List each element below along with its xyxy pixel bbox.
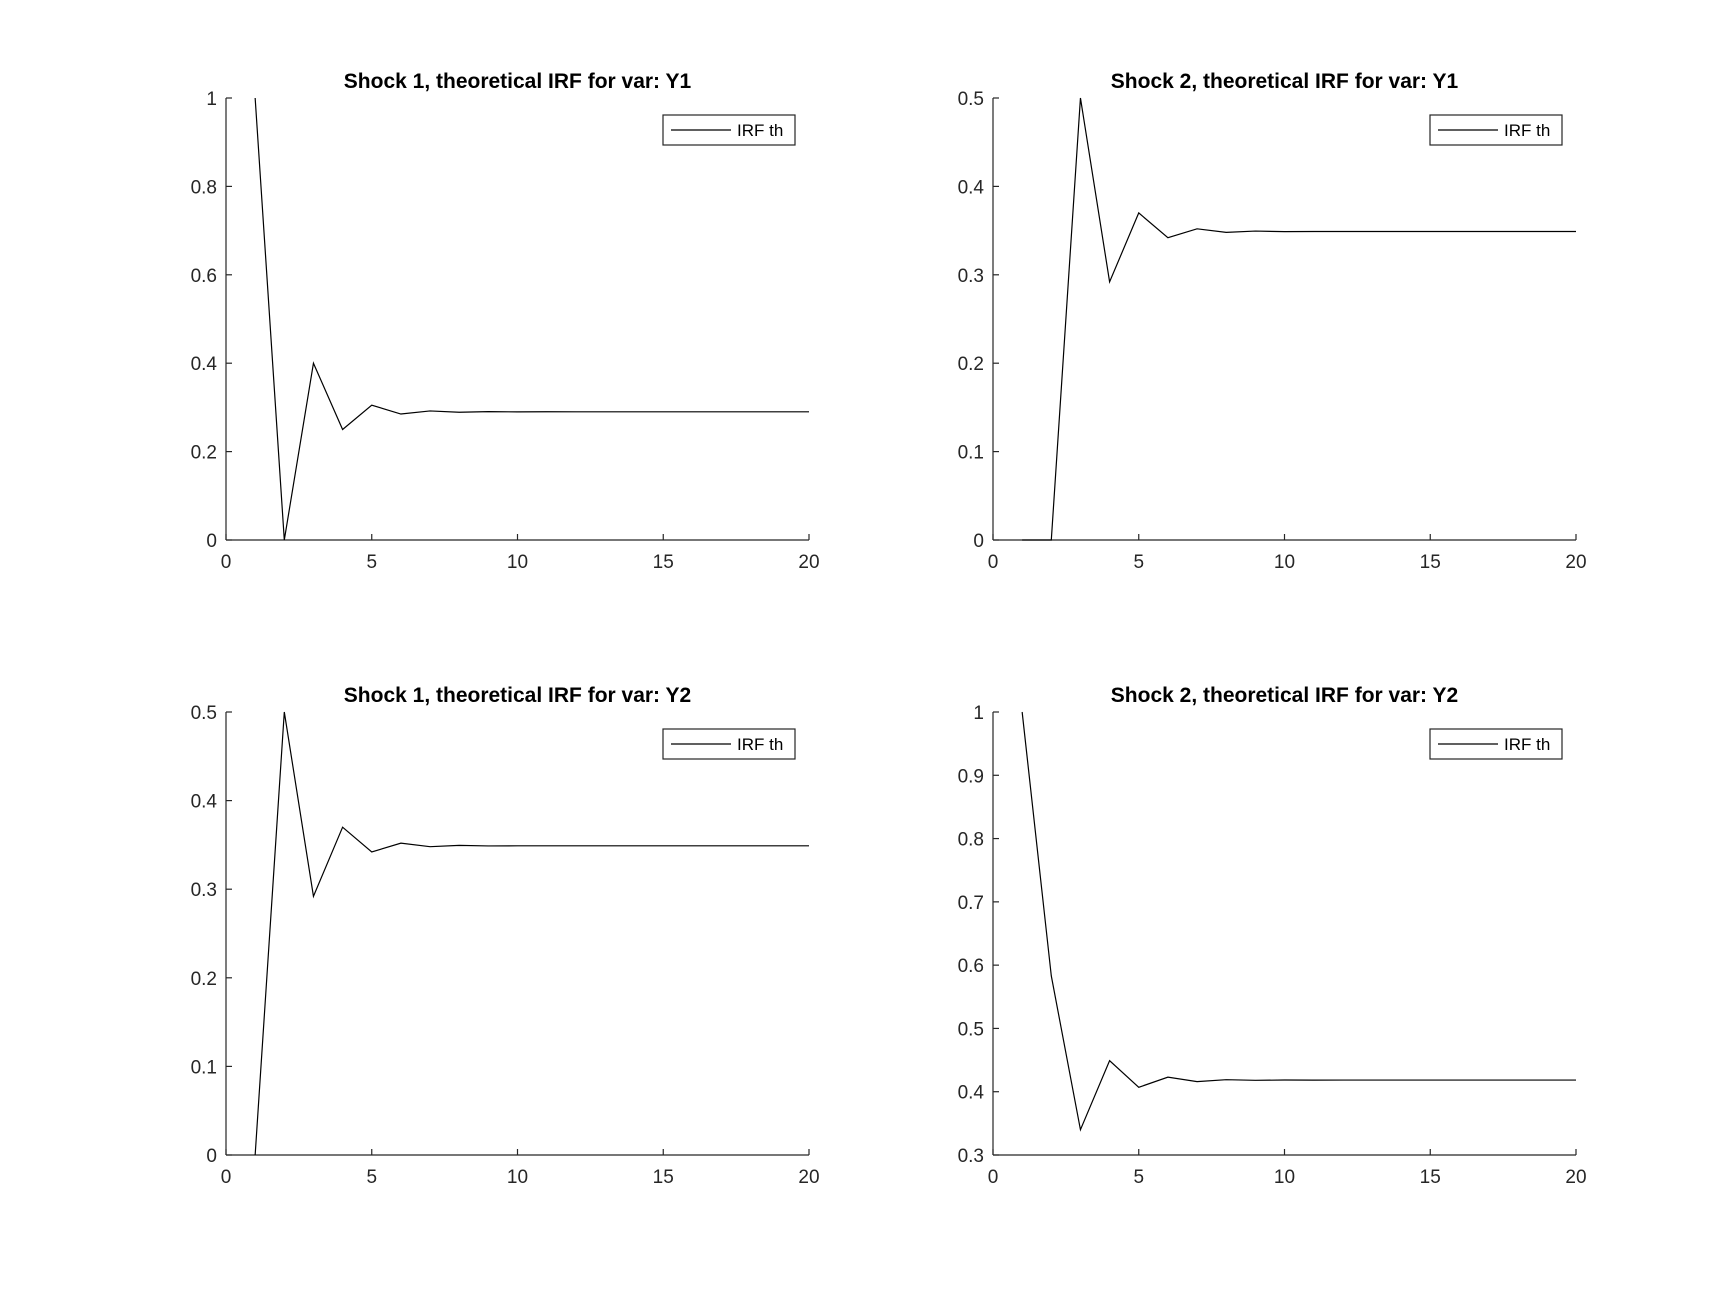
subplot-y2-shock2-x-tick-label: 10 — [1274, 1167, 1295, 1188]
subplot-y2-shock2-y-tick-label: 0.5 — [958, 1019, 984, 1040]
subplot-y2-shock2-y-tick-label: 0.3 — [958, 1146, 984, 1167]
subplot-y1-shock2-x-tick-label: 20 — [1565, 552, 1586, 573]
subplot-y2-shock2-y-tick-label: 0.9 — [958, 766, 984, 787]
subplot-y1-shock2-x-tick-label: 0 — [988, 552, 999, 573]
subplot-y2-shock2-x-tick-label: 15 — [1420, 1167, 1441, 1188]
subplot-y1-shock1: 0 5 10 15 20 0 0.2 0.4 0.6 0.8 1 Shock 1, theoretic… — [191, 70, 820, 573]
subplot-y1-shock2-title: Shock 2, theoretical IRF for var: Y1 — [1111, 70, 1459, 93]
subplot-y2-shock1-x-tick-label: 0 — [221, 1167, 232, 1188]
subplot-y2-shock2-series-line — [1021, 711, 1576, 1132]
subplot-y1-shock2-y-tick-label: 0.4 — [958, 177, 985, 198]
subplot-y1-shock1-title: Shock 1, theoretical IRF for var: Y1 — [344, 70, 692, 93]
subplot-y1-shock2-legend-label: IRF th — [1504, 121, 1550, 140]
subplot-y2-shock2-x-tick-label: 0 — [988, 1167, 999, 1188]
subplot-y1-shock2-x-tick-label: 10 — [1274, 552, 1295, 573]
subplot-y1-shock1-x-tick-label: 15 — [653, 552, 674, 573]
subplot-y1-shock1-x-tick-label: 10 — [507, 552, 528, 573]
subplot-y1-shock1-y-tick-label: 0 — [206, 531, 217, 552]
subplot-y2-shock2-y-tick-label: 0.6 — [958, 956, 984, 977]
subplot-y2-shock2: 0 5 10 15 20 0.3 0.4 0.5 0.6 0.7 0.8 0.9 1 Shock 2, t… — [958, 684, 1587, 1188]
subplot-y2-shock1-y-tick-label: 0.5 — [191, 703, 217, 724]
subplot-y2-shock2-y-tick-label: 0.4 — [958, 1083, 985, 1104]
subplot-y1-shock2: 0 5 10 15 20 0 0.1 0.2 0.3 0.4 0.5 Shock 2, theoret… — [958, 70, 1587, 573]
subplot-y2-shock1-y-tick-label: 0.3 — [191, 880, 217, 901]
subplot-y2-shock1-y-tick-label: 0.2 — [191, 969, 217, 990]
subplot-y1-shock1-y-tick-label: 0.6 — [191, 266, 217, 287]
subplot-y1-shock1-y-tick-label: 0.2 — [191, 443, 217, 464]
subplot-y1-shock1-x-tick-label: 0 — [221, 552, 232, 573]
subplot-y2-shock2-x-tick-label: 20 — [1565, 1167, 1586, 1188]
subplot-y1-shock1-x-tick-label: 20 — [798, 552, 819, 573]
subplot-y1-shock1-legend: IRF th — [662, 114, 796, 146]
subplot-y2-shock2-x-tick-label: 5 — [1133, 1167, 1144, 1188]
subplot-y1-shock1-legend-label: IRF th — [737, 121, 783, 140]
subplot-y1-shock1-series-line — [254, 97, 809, 541]
subplot-y2-shock1-title: Shock 1, theoretical IRF for var: Y2 — [344, 684, 691, 707]
subplot-y2-shock2-legend: IRF th — [1429, 728, 1563, 760]
subplot-y2-shock1-x-tick-label: 20 — [798, 1167, 819, 1188]
subplot-y2-shock1-y-tick-label: 0.1 — [191, 1057, 217, 1078]
subplot-y2-shock2-y-tick-label: 0.8 — [958, 830, 984, 851]
subplot-y1-shock2-y-tick-label: 0.5 — [958, 89, 984, 110]
subplot-y1-shock2-series-line — [1022, 97, 1576, 541]
subplot-y1-shock1-y-tick-label: 0.8 — [191, 177, 217, 198]
subplot-y2-shock2-title: Shock 2, theoretical IRF for var: Y2 — [1111, 684, 1458, 707]
subplot-y2-shock2-y-tick-label: 0.7 — [958, 893, 984, 914]
subplot-y2-shock1-y-tick-label: 0 — [206, 1146, 217, 1167]
subplot-y1-shock2-y-tick-label: 0.3 — [958, 266, 984, 287]
subplot-y1-shock1-y-tick-label: 1 — [206, 89, 217, 110]
subplot-y1-shock2-x-tick-label: 5 — [1133, 552, 1144, 573]
subplot-y1-shock2-y-tick-label: 0.1 — [958, 443, 984, 464]
subplot-y1-shock2-y-tick-label: 0 — [973, 531, 984, 552]
subplot-y1-shock1-y-tick-label: 0.4 — [191, 354, 218, 375]
subplot-y2-shock1-x-tick-label: 10 — [507, 1167, 528, 1188]
subplot-y2-shock1-series-line — [254, 711, 809, 1156]
subplot-y1-shock1-x-tick-label: 5 — [366, 552, 377, 573]
subplot-y2-shock1: 0 5 10 15 20 0 0.1 0.2 0.3 0.4 0.5 Shock 1, theoret… — [191, 684, 820, 1188]
subplot-y2-shock1-legend-label: IRF th — [737, 735, 783, 754]
subplot-y2-shock1-x-tick-label: 15 — [653, 1167, 674, 1188]
subplot-y1-shock2-x-tick-label: 15 — [1420, 552, 1441, 573]
subplot-y2-shock1-legend: IRF th — [662, 728, 796, 760]
subplot-y1-shock2-y-tick-label: 0.2 — [958, 354, 984, 375]
subplot-y2-shock2-legend-label: IRF th — [1504, 735, 1550, 754]
subplot-y1-shock2-legend: IRF th — [1429, 114, 1563, 146]
subplot-y2-shock1-x-tick-label: 5 — [366, 1167, 377, 1188]
subplot-y2-shock1-y-tick-label: 0.4 — [191, 792, 218, 813]
subplot-y2-shock2-y-tick-label: 1 — [973, 703, 984, 724]
